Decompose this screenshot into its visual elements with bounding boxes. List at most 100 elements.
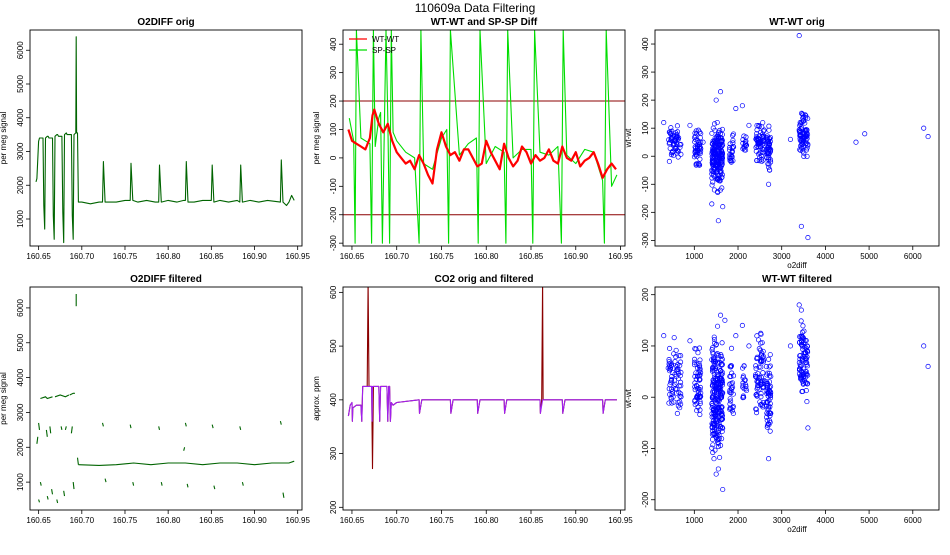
scatter-point <box>733 105 739 112</box>
plot-frame <box>654 29 940 247</box>
series-segment <box>38 499 41 503</box>
y-axis-label: per meg signal <box>0 372 8 425</box>
scatter-point <box>758 364 764 370</box>
series-segment <box>56 499 59 504</box>
series-segment <box>104 478 107 483</box>
scatter-point <box>710 377 716 383</box>
scatter-point <box>697 357 703 363</box>
scatter-point <box>715 135 721 141</box>
scatter-point <box>798 362 804 368</box>
scatter-point <box>672 381 678 387</box>
scatter-point <box>667 368 673 374</box>
scatter-point <box>719 416 726 422</box>
scatter-point <box>697 135 703 141</box>
scatter-point <box>766 387 772 393</box>
scatter-point <box>765 421 771 427</box>
scatter-point <box>759 134 765 140</box>
scatter-point <box>696 372 702 379</box>
y-tick-label: 400 <box>329 393 338 407</box>
y-tick-label: 0 <box>641 394 650 399</box>
scatter-point <box>761 145 767 151</box>
chart-title: O2DIFF orig <box>137 17 194 28</box>
scatter-point <box>766 123 772 129</box>
series-segment <box>70 426 73 434</box>
scatter-point <box>717 454 723 461</box>
scatter-point <box>718 170 724 176</box>
scatter-point <box>797 128 803 134</box>
scatter-point <box>767 391 773 397</box>
x-tick-label: 160.85 <box>519 516 544 525</box>
x-tick-label: 4000 <box>817 252 835 261</box>
legend-label: WT-WT <box>372 35 399 44</box>
y-axis-label: wt-wt <box>624 128 633 148</box>
series-segment <box>46 495 49 500</box>
y-tick-label: 5000 <box>16 333 25 351</box>
x-tick-label: 160.85 <box>199 252 224 261</box>
y-axis-label: approx. ppm <box>312 376 321 421</box>
scatter-point <box>710 366 716 372</box>
scatter-point <box>804 381 810 387</box>
scatter-point <box>693 376 699 382</box>
scatter-point <box>730 132 736 138</box>
scatter-point <box>766 181 772 187</box>
scatter-point <box>709 182 715 188</box>
scatter-point <box>695 404 701 410</box>
scatter-point <box>798 376 804 382</box>
scatter-point <box>730 137 736 143</box>
scatter-point <box>803 388 809 394</box>
scatter-point <box>709 431 715 437</box>
x-tick-label: 160.90 <box>564 252 589 261</box>
scatter-point <box>760 128 767 134</box>
scatter-point <box>728 345 735 351</box>
scatter-point <box>802 368 808 374</box>
scatter-point <box>715 218 721 224</box>
scatter-point <box>804 354 810 360</box>
scatter-point <box>697 162 703 168</box>
scatter-point <box>756 346 762 352</box>
scatter-point <box>712 395 718 401</box>
y-tick-label: -300 <box>641 232 650 249</box>
y-tick-label: 3000 <box>16 403 25 421</box>
scatter-point <box>805 425 811 431</box>
scatter-point <box>712 121 718 127</box>
o2diff-filtered-panel: O2DIFF filtered per meg signal 160.65 160.7… <box>0 274 310 525</box>
scatter-point <box>753 144 759 151</box>
scatter-point <box>711 138 718 144</box>
scatter-point <box>719 139 725 145</box>
scatter-point <box>925 363 931 370</box>
scatter-point <box>678 353 684 359</box>
scatter-point <box>758 391 764 397</box>
scatter-point <box>728 374 734 380</box>
scatter-point <box>678 359 684 365</box>
scatter-point <box>799 329 806 335</box>
scatter-point <box>731 144 737 150</box>
x-tick-label: 2000 <box>729 516 747 525</box>
scatter-point <box>797 356 803 362</box>
scatter-point <box>753 136 759 142</box>
scatter-point <box>669 391 675 397</box>
scatter-point <box>804 153 810 159</box>
scatter-point <box>709 414 715 420</box>
series-segment <box>213 485 216 490</box>
scatter-point <box>761 379 767 385</box>
series-segment <box>60 426 63 431</box>
scatter-point <box>803 374 809 380</box>
scatter-point <box>801 114 807 120</box>
scatter-point <box>801 150 807 156</box>
scatter-point <box>678 151 684 157</box>
scatter-point <box>716 386 722 392</box>
scatter-point <box>667 391 673 398</box>
scatter-point <box>756 375 762 381</box>
scatter-point <box>697 364 703 370</box>
y-tick-label: 400 <box>641 37 650 51</box>
scatter-point <box>741 363 747 369</box>
scatter-point <box>766 156 772 163</box>
x-tick-label: 5000 <box>860 252 878 261</box>
scatter-point <box>710 402 716 409</box>
x-tick-label: 160.95 <box>608 516 633 525</box>
scatter-point <box>800 372 806 378</box>
x-tick-label: 160.85 <box>199 516 224 525</box>
scatter-point <box>719 411 725 417</box>
y-tick-label: 0 <box>641 153 650 158</box>
